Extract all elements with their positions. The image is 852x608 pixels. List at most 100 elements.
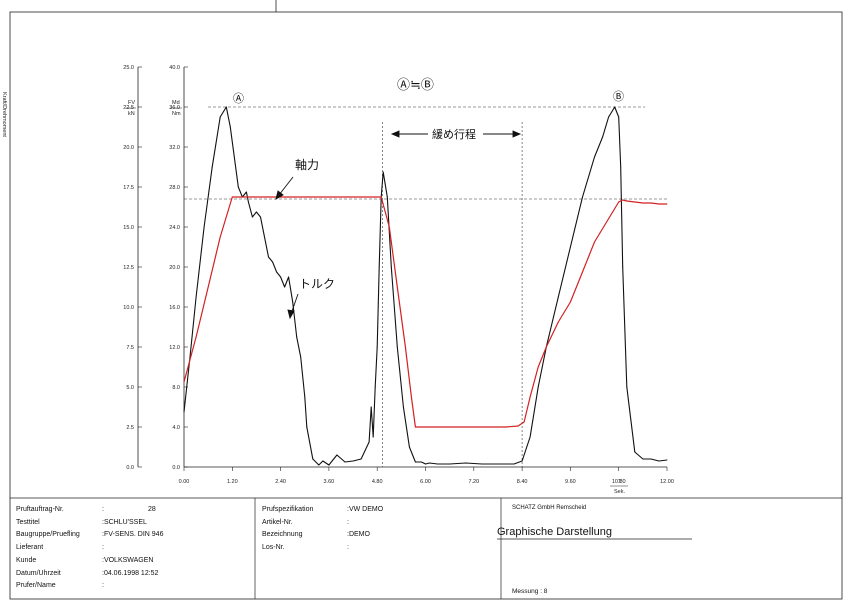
torque-point: [414, 461, 416, 463]
torque-point: [497, 463, 499, 465]
torque-point: [296, 336, 298, 338]
spec-field-label: Los-Nr.: [262, 544, 285, 552]
force-point: [414, 426, 416, 428]
torque-point: [360, 458, 362, 460]
left-tick-label: 20.0: [123, 145, 134, 151]
torque-point: [465, 462, 467, 464]
force-point: [557, 321, 559, 323]
torque-point: [626, 386, 628, 388]
annotation-arrows: [275, 130, 522, 320]
force-point: [626, 200, 628, 202]
force-point: [666, 203, 668, 205]
right-tick-label: 8.0: [172, 385, 180, 391]
torque-point: [336, 454, 338, 456]
page-frame: [9, 11, 843, 600]
torque-point: [255, 211, 257, 213]
torque-label: トルク: [299, 277, 335, 291]
torque-point: [396, 346, 398, 348]
right-tick-label: 28.0: [169, 185, 180, 191]
force-point: [537, 366, 539, 368]
footer-field-value: :SCHLU'SSEL: [102, 518, 147, 526]
force-point: [207, 286, 209, 288]
force-point: [231, 196, 233, 198]
torque-point: [608, 116, 610, 118]
torque-point: [429, 462, 430, 464]
torque-point: [481, 463, 483, 465]
torque-point: [260, 216, 261, 218]
right-tick-label: 32.0: [169, 145, 180, 151]
force-point: [396, 286, 398, 288]
x-tick-label: 9.60: [565, 479, 576, 485]
right-unit2-label: Nm: [172, 111, 181, 117]
left-tick-label: 7.5: [126, 345, 134, 351]
loosen-label: 緩め行程: [432, 128, 476, 141]
force-point: [237, 196, 239, 198]
torque-point: [620, 166, 622, 168]
force-point: [324, 196, 326, 198]
force-point: [388, 226, 390, 228]
left-tick-label: 10.0: [123, 305, 134, 311]
force-point: [523, 421, 525, 423]
force-point: [219, 236, 221, 238]
force-point: [416, 426, 418, 428]
torque-point: [425, 463, 426, 465]
force-point: [344, 196, 346, 198]
torque-point: [344, 461, 346, 463]
left-tick-label: 15.0: [123, 225, 134, 231]
left-tick-label: 12.5: [123, 265, 134, 271]
measurement-label: Messung: [512, 588, 539, 595]
left-tick-label: 5.0: [126, 385, 134, 391]
torque-point: [449, 463, 451, 465]
force-point: [485, 426, 487, 428]
torque-point: [386, 196, 388, 198]
x-tick-label: 6.00: [420, 479, 431, 485]
left-tick-label: 17.5: [123, 185, 134, 191]
x-tick-label: 3.60: [324, 479, 335, 485]
torque-point: [280, 276, 282, 278]
footer-field-colon: :: [102, 544, 104, 552]
footer-field-value: 28: [148, 506, 156, 513]
measurement-value: : 8: [540, 588, 548, 595]
force-point: [380, 196, 382, 198]
torque-point: [374, 386, 376, 388]
x-tick-label: 8.40: [517, 479, 528, 485]
force-point: [505, 426, 507, 428]
force-series-line: [183, 196, 667, 428]
spec-field-label: Prufspezifikation: [262, 506, 314, 513]
force-point: [650, 202, 652, 204]
force-point: [284, 196, 286, 198]
footer-field-label: Kunde: [16, 556, 37, 564]
footer-field-colon: :: [102, 582, 104, 590]
force-point: [445, 426, 447, 428]
x-tick-label: 4.80: [372, 479, 383, 485]
torque-point: [437, 463, 439, 465]
force-point: [606, 221, 608, 223]
torque-point: [211, 166, 213, 168]
torque-point: [666, 459, 668, 461]
torque-point: [251, 216, 253, 218]
force-point: [582, 271, 583, 273]
footer-field-label: Baugruppe/Pruefling: [16, 531, 80, 539]
torque-point: [650, 458, 652, 460]
torque-point: [219, 116, 221, 118]
torque-point: [402, 406, 404, 408]
torque-point: [292, 301, 294, 303]
footer-field-value: :FV-SENS. DIN 946: [102, 531, 164, 539]
torque-point: [594, 156, 595, 158]
spec-field-label: Artikel-Nr.: [262, 518, 293, 526]
footer-field-label: Lieferant: [16, 544, 44, 552]
side-axis-label: Kraft/Drehmoment: [1, 92, 7, 137]
x-unit2-label: Sek.: [614, 489, 625, 495]
torque-point: [622, 266, 624, 268]
torque-point: [268, 256, 269, 258]
force-point: [618, 201, 620, 203]
peak-b-label: Ⓑ: [613, 90, 624, 103]
torque-point: [378, 266, 380, 268]
x-tick-label: 1.20: [227, 479, 238, 485]
measurement: Messung : 8: [512, 588, 547, 595]
torque-point: [312, 458, 314, 460]
force-point: [465, 426, 467, 428]
torque-series-line: [183, 106, 668, 466]
torque-point: [421, 461, 422, 463]
